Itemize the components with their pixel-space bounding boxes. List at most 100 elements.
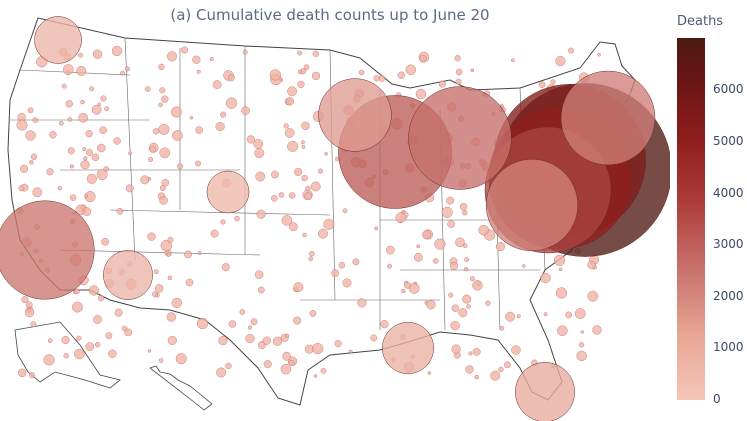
county-bubble-small [220, 219, 226, 225]
county-bubble-small [554, 254, 566, 266]
county-bubble-small [511, 58, 515, 63]
county-bubble-small [43, 354, 55, 366]
county-bubble-small [499, 326, 505, 331]
county-bubble-small [61, 336, 70, 345]
county-bubble[interactable] [34, 16, 82, 64]
county-bubble-small [468, 351, 473, 356]
county-bubble-small [167, 275, 172, 281]
county-bubble-small [334, 340, 342, 348]
county-bubble-small [253, 139, 264, 149]
county-bubble-small [99, 126, 107, 134]
county-bubble-small [293, 316, 302, 325]
county-bubble-small [215, 121, 225, 132]
county-bubble-small [29, 159, 34, 165]
county-bubble[interactable] [382, 322, 434, 374]
county-bubble-small [405, 64, 417, 75]
county-bubble-small [478, 224, 489, 236]
county-bubble-small [447, 220, 455, 228]
colorbar-tick-0: 0 [713, 392, 721, 406]
county-bubble-small [57, 186, 62, 191]
county-bubble-small [72, 301, 83, 313]
county-bubble-small [78, 113, 88, 123]
county-bubble-small [565, 311, 572, 319]
colorbar-title: Deaths [677, 14, 724, 29]
county-bubble-small [438, 80, 446, 88]
county-bubble-small [466, 304, 471, 309]
county-bubble-small [140, 175, 150, 185]
county-bubble-small [59, 120, 64, 126]
county-bubble[interactable] [0, 200, 95, 300]
county-bubble-small [239, 309, 246, 315]
county-bubble-small [254, 270, 264, 279]
county-bubble-small [278, 192, 285, 198]
county-bubble[interactable] [515, 362, 575, 421]
county-bubble-small [181, 46, 189, 54]
county-bubble-small [225, 97, 238, 109]
county-bubble-small [387, 263, 392, 269]
county-bubble-small [152, 291, 158, 298]
county-bubble-small [91, 153, 100, 162]
county-bubble-small [225, 362, 232, 370]
county-bubble-small [495, 242, 505, 251]
county-bubble-small [177, 163, 184, 170]
county-bubble-small [568, 47, 574, 54]
county-bubble-small [313, 374, 318, 378]
county-bubble-small [27, 107, 34, 114]
colorbar-tick-2000: 2000 [713, 289, 744, 303]
county-bubble[interactable] [318, 78, 392, 152]
county-bubble-small [21, 296, 29, 304]
county-bubble-small [125, 184, 134, 193]
county-bubble-small [284, 128, 295, 138]
county-bubble-small [167, 236, 174, 243]
county-bubble-small [184, 250, 192, 259]
county-bubble-small [197, 251, 202, 256]
county-bubble-small [20, 164, 29, 173]
county-bubble-small [105, 332, 113, 340]
county-bubble-small [451, 344, 461, 354]
county-bubble-small [352, 258, 360, 266]
county-bubble-small [490, 370, 501, 381]
county-bubble[interactable] [485, 158, 579, 252]
county-bubble-small [342, 278, 352, 288]
county-bubble-small [63, 64, 74, 75]
county-bubble-small [171, 297, 182, 309]
county-bubble-small [450, 320, 460, 331]
county-bubble-small [74, 288, 80, 295]
us-bubble-map[interactable] [0, 0, 670, 421]
county-bubble-small [83, 156, 88, 161]
county-bubble-small [271, 170, 279, 179]
county-bubble[interactable] [408, 86, 512, 190]
county-bubble-small [88, 285, 99, 296]
county-bubble-small [159, 147, 171, 159]
county-bubble-small [175, 353, 187, 365]
county-bubble-small [287, 140, 299, 152]
county-bubble-small [82, 207, 92, 216]
county-bubble-small [255, 171, 266, 182]
county-bubble-small [302, 232, 307, 238]
county-bubble-small [167, 335, 177, 345]
county-bubble-small [397, 71, 405, 79]
county-bubble-small [558, 267, 563, 272]
county-bubble-small [597, 52, 601, 57]
county-bubble-small [555, 56, 566, 67]
county-bubble-small [464, 257, 470, 263]
county-bubble-small [108, 349, 117, 358]
county-bubble-small [284, 333, 290, 338]
county-bubble-small [159, 196, 168, 205]
county-bubble[interactable] [560, 70, 656, 166]
county-bubble-small [159, 87, 166, 94]
county-bubble-small [94, 342, 101, 348]
county-bubble-small [331, 269, 340, 278]
county-bubble-small [25, 301, 33, 309]
county-bubble-small [587, 290, 599, 302]
county-bubble[interactable] [206, 170, 250, 214]
county-bubble-small [76, 335, 82, 341]
county-bubble-small [124, 66, 130, 72]
county-bubble-small [304, 344, 314, 354]
county-bubble-small [196, 317, 209, 330]
county-bubble-small [303, 64, 310, 70]
county-bubble-small [30, 153, 38, 160]
county-bubble-small [297, 80, 305, 88]
county-bubble[interactable] [103, 250, 153, 300]
colorbar [677, 38, 705, 400]
